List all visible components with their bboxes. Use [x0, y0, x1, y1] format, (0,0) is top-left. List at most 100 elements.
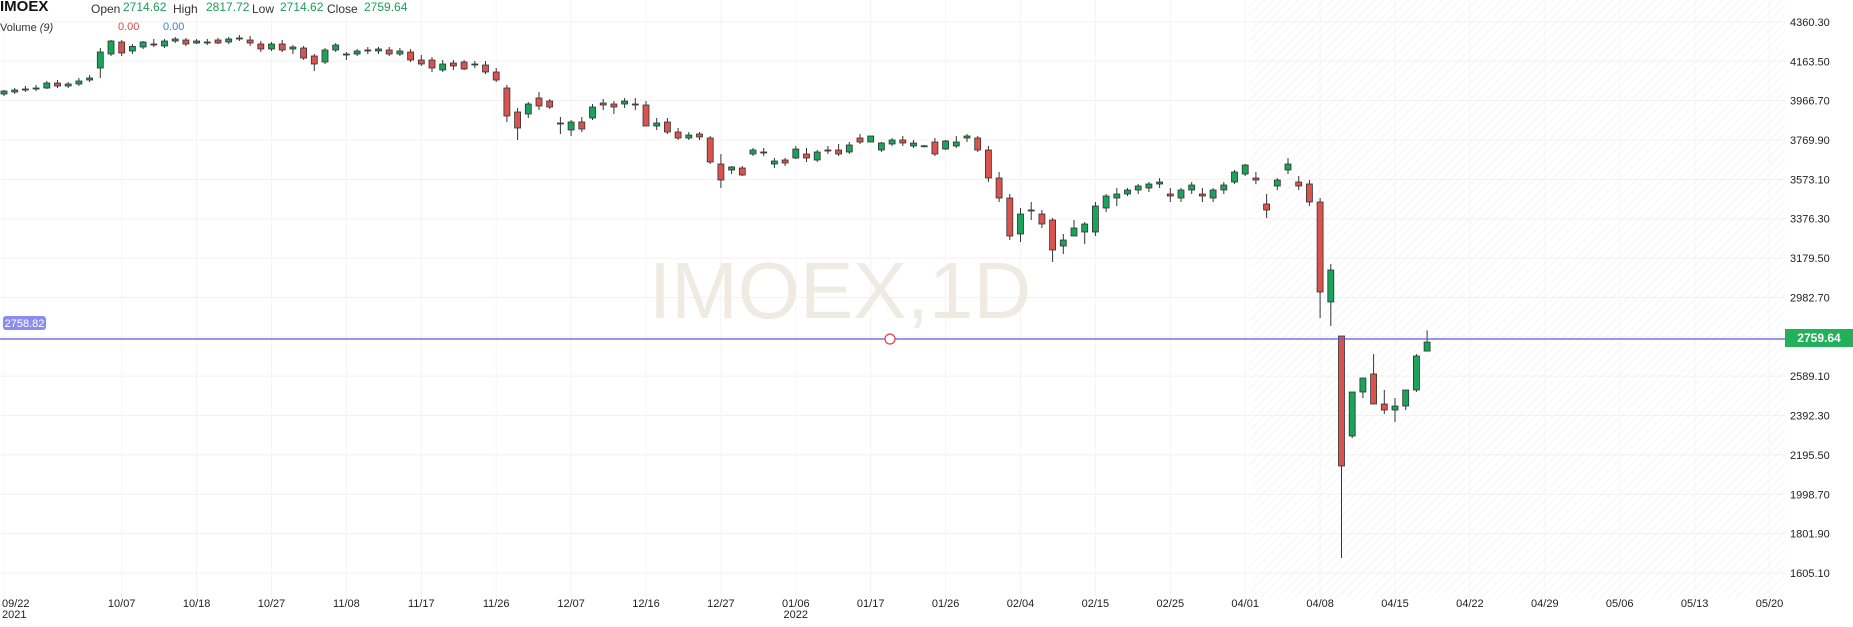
candle-body	[1391, 405, 1399, 411]
candle-body	[182, 39, 190, 45]
candle	[332, 43, 340, 52]
candle-body	[471, 63, 479, 66]
candle-body	[535, 97, 543, 107]
candle	[931, 138, 939, 156]
candle	[364, 47, 372, 54]
candle	[995, 172, 1003, 202]
candle-body	[310, 55, 318, 65]
candle	[631, 98, 639, 110]
candle	[193, 39, 201, 44]
candle-body	[1145, 183, 1153, 189]
candle-body	[1102, 195, 1110, 209]
candle	[407, 49, 415, 62]
candle	[1177, 188, 1185, 202]
candle	[107, 40, 115, 56]
volume-value-b: 0.00	[163, 21, 185, 33]
candle-body	[546, 100, 554, 108]
candle-body	[503, 87, 511, 117]
candle	[1348, 391, 1356, 438]
candle-body	[728, 166, 735, 171]
candle	[342, 52, 350, 60]
candle	[771, 158, 778, 168]
candle-body	[1038, 213, 1046, 225]
volume-label: Volume	[0, 22, 37, 34]
candle	[246, 36, 254, 46]
candle	[21, 86, 29, 92]
candle-body	[1017, 213, 1024, 235]
symbol-name[interactable]: IMOEX	[0, 0, 49, 15]
x-tick-year-label: 2022	[784, 609, 808, 621]
candle-body	[1188, 184, 1196, 191]
candle-body	[353, 50, 361, 55]
candle-body	[86, 77, 93, 81]
candle-body	[1295, 181, 1303, 187]
candle-body	[1049, 219, 1056, 251]
candle-body	[706, 137, 714, 163]
candle-body	[952, 141, 960, 147]
candle-body	[1284, 163, 1292, 171]
candle-body	[1306, 183, 1313, 203]
candle-body	[1316, 201, 1324, 293]
volume-param: (9)	[39, 22, 54, 34]
candle	[492, 68, 500, 82]
candle	[535, 92, 543, 110]
candle-body	[1124, 189, 1131, 195]
candles	[0, 35, 1431, 558]
candle	[642, 101, 650, 127]
candle	[1402, 389, 1410, 410]
candle	[985, 146, 992, 182]
candle	[289, 45, 297, 54]
y-tick-label: 4163.50	[1790, 56, 1830, 68]
candle-body	[268, 43, 275, 50]
candle	[1124, 188, 1131, 196]
x-tick-label: 02/15	[1082, 598, 1110, 610]
candle	[1145, 182, 1153, 192]
candle	[974, 136, 982, 152]
candle	[888, 138, 896, 146]
crosshair-point	[884, 333, 896, 345]
candle-body	[96, 51, 104, 69]
x-tick-label: 11/08	[333, 598, 360, 610]
candle-body	[610, 103, 618, 108]
candle	[1263, 194, 1270, 218]
y-tick-label: 2982.70	[1790, 292, 1830, 304]
candle-body	[1059, 239, 1067, 247]
candle	[1306, 180, 1313, 206]
candle-body	[193, 40, 201, 44]
candle	[792, 146, 800, 159]
candle-body	[974, 137, 982, 151]
candle	[118, 40, 126, 56]
candle-body	[128, 46, 136, 52]
candle	[54, 80, 61, 88]
candle-body	[1263, 203, 1270, 211]
candle	[749, 148, 757, 156]
y-tick-label: 3769.90	[1790, 135, 1830, 147]
candle	[1231, 170, 1238, 184]
candle	[1006, 194, 1014, 240]
candle	[396, 48, 404, 56]
candle	[1359, 377, 1367, 398]
candle	[460, 60, 468, 70]
candle-body	[567, 121, 575, 131]
candle-body	[578, 121, 586, 130]
candle	[171, 37, 179, 43]
candle	[32, 85, 40, 91]
x-tick-label: 05/06	[1606, 598, 1634, 610]
candle-body	[1273, 179, 1281, 187]
candle	[482, 61, 489, 74]
candle-body	[931, 141, 939, 155]
candle	[0, 90, 8, 96]
candle-body	[492, 71, 500, 81]
candle-body	[674, 131, 682, 139]
candle-body	[54, 82, 61, 87]
candle	[96, 48, 104, 78]
candle-body	[1134, 185, 1142, 191]
candle-body	[1338, 335, 1345, 467]
candle	[524, 102, 532, 118]
y-tick-label: 4360.30	[1790, 17, 1830, 29]
y-tick-label: 3966.70	[1790, 96, 1830, 108]
candle-body	[1006, 197, 1014, 237]
volume-value-a: 0.00	[118, 21, 140, 33]
